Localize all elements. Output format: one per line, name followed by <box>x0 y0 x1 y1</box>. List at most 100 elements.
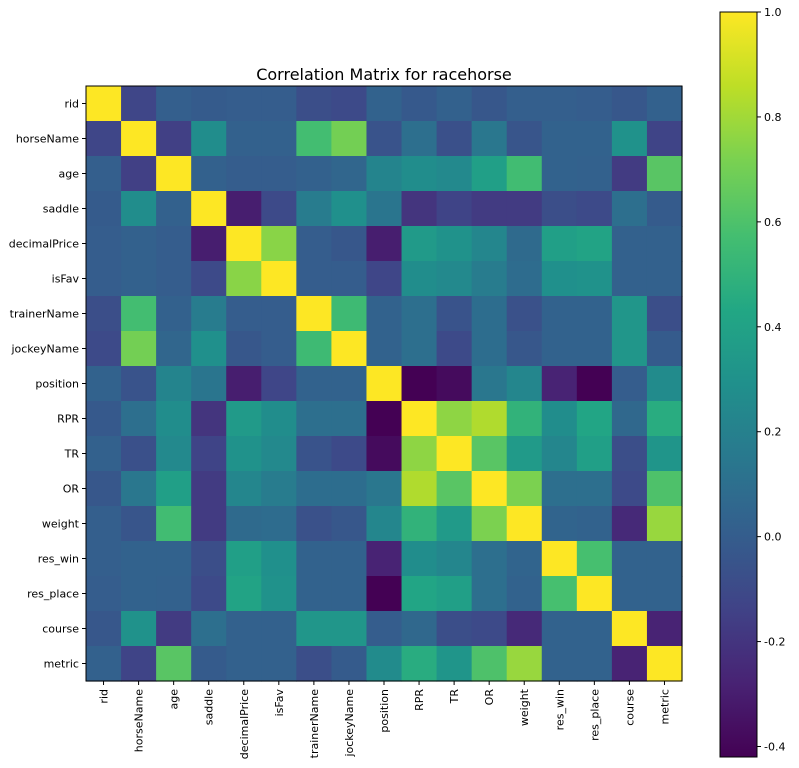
heatmap-cell-isFav-res_win <box>541 261 578 297</box>
y-tick-label: weight <box>42 518 80 531</box>
x-tick-label: age <box>168 689 181 710</box>
heatmap-cell-jockeyName-rid <box>86 331 122 367</box>
heatmap-cell-res_win-decimalPrice <box>226 541 262 577</box>
heatmap-cell-jockeyName-trainerName <box>296 331 333 367</box>
x-tick-label: trainerName <box>308 689 321 759</box>
heatmap-cell-weight-trainerName <box>296 506 333 542</box>
heatmap-cell-weight-age <box>156 506 192 542</box>
heatmap-cell-res_win-weight <box>506 541 543 577</box>
heatmap-cell-saddle-course <box>611 191 648 227</box>
heatmap-cell-weight-course <box>611 506 648 542</box>
colorbar-tick-label: 0.2 <box>764 426 782 439</box>
y-tick-label: age <box>59 168 80 181</box>
heatmap-cell-weight-rid <box>86 506 122 542</box>
heatmap-cell-res_win-rid <box>86 541 122 577</box>
heatmap-cell-OR-horseName <box>121 471 157 507</box>
heatmap-cell-course-trainerName <box>296 611 333 647</box>
x-tick-label: res_place <box>588 689 601 741</box>
heatmap-cell-isFav-saddle <box>191 261 227 297</box>
y-tick-label: res_win <box>38 553 79 566</box>
heatmap-cell-horseName-age <box>156 121 192 157</box>
heatmap-cell-saddle-trainerName <box>296 191 333 227</box>
heatmap-cell-TR-course <box>611 436 648 472</box>
y-tick-label: horseName <box>16 133 79 146</box>
heatmap-cell-res_place-rid <box>86 576 122 612</box>
heatmap-cell-rid-decimalPrice <box>226 86 262 122</box>
heatmap-cell-saddle-saddle <box>191 191 227 227</box>
colorbar <box>719 11 758 758</box>
colorbar-tick-label: 0.6 <box>764 216 782 229</box>
heatmap-cell-saddle-metric <box>646 191 683 227</box>
heatmap-cell-horseName-horseName <box>121 121 157 157</box>
colorbar-tick-label: 0.0 <box>764 531 782 544</box>
heatmap-cell-saddle-age <box>156 191 192 227</box>
heatmap-cell-age-position <box>366 156 403 192</box>
heatmap-cell-RPR-isFav <box>261 401 297 437</box>
heatmap-cell-isFav-weight <box>506 261 543 297</box>
heatmap-cell-saddle-isFav <box>261 191 297 227</box>
heatmap-cell-saddle-jockeyName <box>331 191 368 227</box>
x-tick-label: TR <box>448 689 461 705</box>
x-tick-label: saddle <box>203 689 216 725</box>
heatmap-cell-res_place-horseName <box>121 576 157 612</box>
heatmap-cell-metric-isFav <box>261 646 297 682</box>
heatmap-cell-TR-TR <box>436 436 473 472</box>
heatmap-cell-metric-trainerName <box>296 646 333 682</box>
heatmap-cell-saddle-decimalPrice <box>226 191 262 227</box>
heatmap-cell-isFav-position <box>366 261 403 297</box>
heatmap-cell-weight-jockeyName <box>331 506 368 542</box>
heatmap-cell-course-saddle <box>191 611 227 647</box>
heatmap-cell-OR-res_place <box>576 471 613 507</box>
heatmap-cell-decimalPrice-position <box>366 226 403 262</box>
x-tick-label: course <box>623 689 636 726</box>
heatmap-cell-trainerName-trainerName <box>296 296 333 332</box>
heatmap-cell-age-decimalPrice <box>226 156 262 192</box>
heatmap-cell-jockeyName-saddle <box>191 331 227 367</box>
heatmap-cell-res_win-age <box>156 541 192 577</box>
heatmap-cell-isFav-course <box>611 261 648 297</box>
heatmap-cell-res_win-horseName <box>121 541 157 577</box>
heatmap-cell-decimalPrice-jockeyName <box>331 226 368 262</box>
heatmap-cells <box>86 86 683 682</box>
heatmap-cell-horseName-metric <box>646 121 683 157</box>
heatmap-cell-TR-metric <box>646 436 683 472</box>
x-tick-label: metric <box>658 689 671 724</box>
heatmap-cell-RPR-RPR <box>401 401 438 437</box>
heatmap-cell-course-position <box>366 611 403 647</box>
heatmap-cell-horseName-decimalPrice <box>226 121 262 157</box>
heatmap-cell-rid-weight <box>506 86 543 122</box>
heatmap-cell-isFav-RPR <box>401 261 438 297</box>
colorbar-tick-label: 0.4 <box>764 321 782 334</box>
heatmap-cell-metric-position <box>366 646 403 682</box>
heatmap-cell-OR-weight <box>506 471 543 507</box>
heatmap-cell-weight-isFav <box>261 506 297 542</box>
heatmap-cell-age-trainerName <box>296 156 333 192</box>
colorbar-tick-label: -0.4 <box>764 741 785 754</box>
heatmap-cell-isFav-OR <box>471 261 508 297</box>
colorbar-tick-label: 1.0 <box>764 6 782 19</box>
heatmap-cell-weight-saddle <box>191 506 227 542</box>
heatmap-cell-position-res_place <box>576 366 613 402</box>
heatmap-cell-rid-jockeyName <box>331 86 368 122</box>
heatmap-cell-jockeyName-horseName <box>121 331 157 367</box>
heatmap-cell-course-res_place <box>576 611 613 647</box>
heatmap-cell-jockeyName-course <box>611 331 648 367</box>
heatmap-cell-res_win-trainerName <box>296 541 333 577</box>
heatmap-cell-position-jockeyName <box>331 366 368 402</box>
heatmap-cell-trainerName-position <box>366 296 403 332</box>
heatmap-cell-decimalPrice-trainerName <box>296 226 333 262</box>
heatmap-cell-OR-OR <box>471 471 508 507</box>
heatmap-cell-rid-rid <box>86 86 122 122</box>
colorbar-ticks: 1.0 0.8 0.6 0.4 0.2 0.0 -0.2 -0.4 <box>757 6 785 754</box>
heatmap-cell-RPR-decimalPrice <box>226 401 262 437</box>
heatmap-cell-course-isFav <box>261 611 297 647</box>
heatmap-cell-TR-rid <box>86 436 122 472</box>
heatmap-cell-position-saddle <box>191 366 227 402</box>
heatmap-cell-TR-age <box>156 436 192 472</box>
heatmap-cell-RPR-course <box>611 401 648 437</box>
heatmap-cell-TR-isFav <box>261 436 297 472</box>
heatmap-cell-trainerName-jockeyName <box>331 296 368 332</box>
heatmap-cell-horseName-rid <box>86 121 122 157</box>
heatmap-cell-weight-RPR <box>401 506 438 542</box>
heatmap-cell-course-age <box>156 611 192 647</box>
